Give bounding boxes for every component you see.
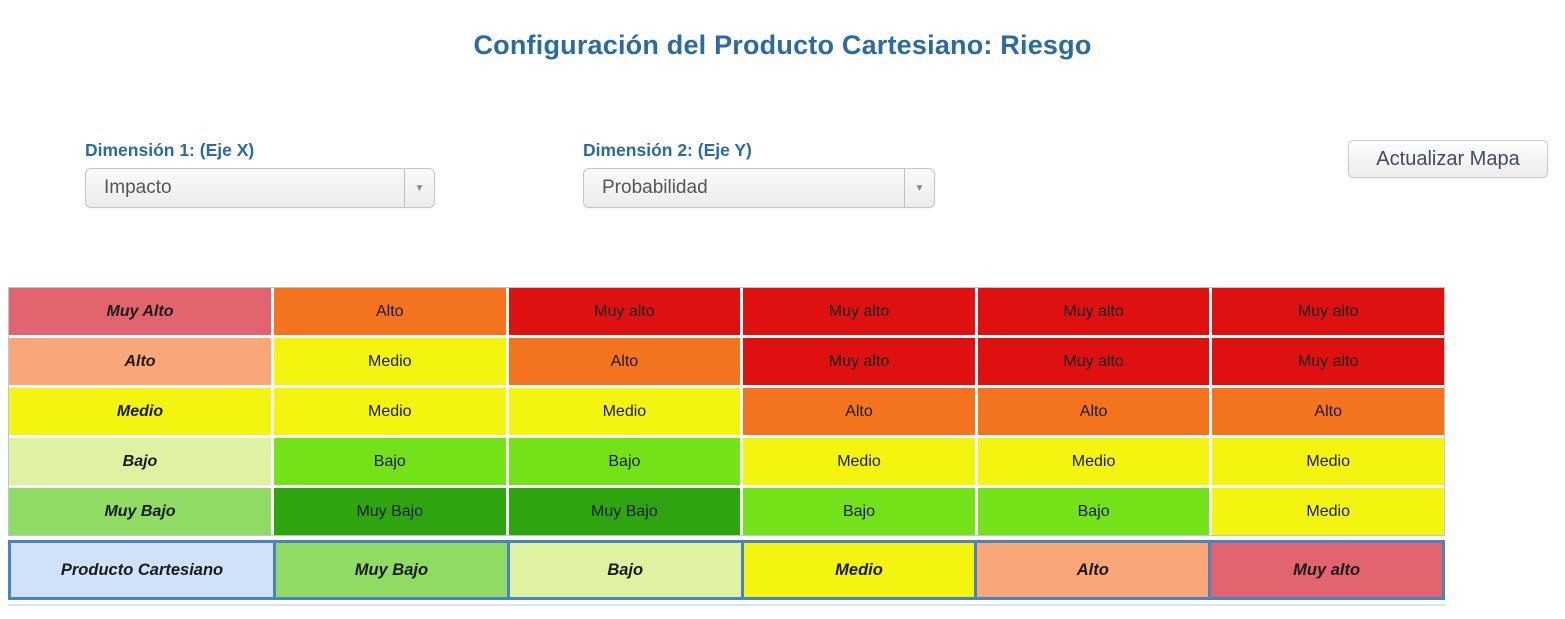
matrix-cell: Muy alto — [743, 338, 975, 385]
matrix-cell: Muy alto — [743, 288, 975, 335]
risk-matrix-axis-row: Producto Cartesiano Muy Bajo Bajo Medio Alto… — [8, 540, 1445, 600]
matrix-row-header: Alto — [9, 338, 271, 385]
matrix-cell: Muy alto — [977, 288, 1210, 335]
dimension2-select[interactable]: Probabilidad ▼ — [583, 168, 935, 208]
matrix-cell: Alto — [743, 388, 975, 435]
matrix-cell: Alto — [1212, 388, 1444, 435]
chevron-down-icon: ▼ — [404, 169, 434, 207]
dimension2-label: Dimensión 2: (Eje Y) — [583, 140, 752, 160]
matrix-cell: Alto — [508, 338, 741, 385]
axis-label-cell: Bajo — [509, 543, 741, 597]
matrix-cell: Bajo — [274, 438, 506, 485]
page-title: Configuración del Producto Cartesiano: R… — [473, 30, 1092, 60]
matrix-row-header: Muy Alto — [9, 288, 271, 335]
axis-label-cell: Alto — [977, 543, 1209, 597]
matrix-cell: Bajo — [977, 488, 1210, 535]
matrix-cell: Muy alto — [977, 338, 1210, 385]
matrix-cell: Alto — [274, 288, 506, 335]
dimension2-selected-value: Probabilidad — [602, 177, 708, 198]
matrix-cell: Muy alto — [1212, 288, 1444, 335]
matrix-cell: Muy alto — [508, 288, 741, 335]
axis-label-cell: Muy Bajo — [276, 543, 507, 597]
matrix-cell: Medio — [274, 388, 506, 435]
matrix-cell: Medio — [743, 438, 975, 485]
matrix-cell: Medio — [1212, 438, 1444, 485]
matrix-cell: Medio — [274, 338, 506, 385]
update-map-button[interactable]: Actualizar Mapa — [1348, 140, 1548, 178]
axis-label-cell: Medio — [743, 543, 975, 597]
chevron-down-icon: ▼ — [904, 169, 934, 207]
matrix-cell: Alto — [977, 388, 1210, 435]
matrix-cell: Medio — [1212, 488, 1444, 535]
matrix-cell: Bajo — [508, 438, 741, 485]
dimension1-label: Dimensión 1: (Eje X) — [85, 140, 255, 160]
dimension1-select[interactable]: Impacto ▼ — [85, 168, 435, 208]
matrix-row-header: Medio — [9, 388, 271, 435]
matrix-cell: Medio — [977, 438, 1210, 485]
matrix-cell: Muy alto — [1212, 338, 1444, 385]
matrix-cell: Bajo — [743, 488, 975, 535]
matrix-row-header: Bajo — [9, 438, 271, 485]
matrix-cell: Muy Bajo — [274, 488, 506, 535]
axis-label-cell: Muy alto — [1211, 543, 1442, 597]
matrix-cell: Muy Bajo — [508, 488, 741, 535]
matrix-corner-cell: Producto Cartesiano — [11, 543, 273, 597]
matrix-cell: Medio — [508, 388, 741, 435]
dimension2-group: Dimensión 2: (Eje Y) Probabilidad ▼ — [583, 140, 935, 208]
dimension1-group: Dimensión 1: (Eje X) Impacto ▼ — [85, 140, 435, 208]
risk-matrix: Muy Alto Alto Muy alto Muy alto Muy alto Muy … — [8, 287, 1445, 536]
matrix-row-header: Muy Bajo — [9, 488, 271, 535]
dimension1-selected-value: Impacto — [104, 177, 172, 198]
